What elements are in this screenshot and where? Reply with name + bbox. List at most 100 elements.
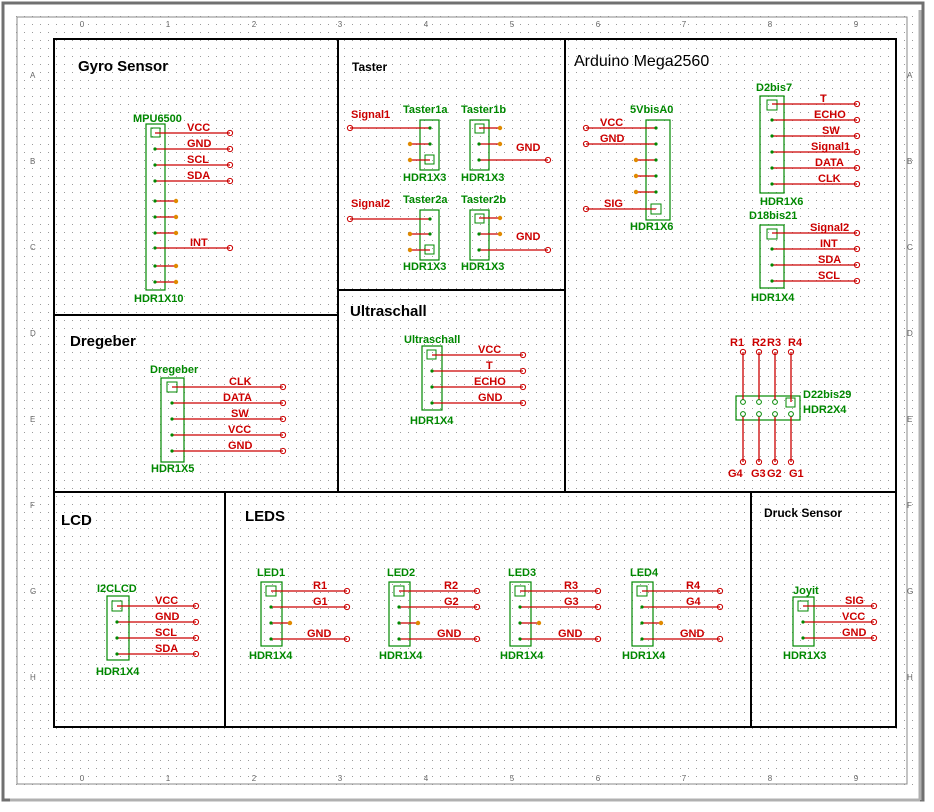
part-led1[interactable]: LED1 HDR1X4 R1 G1 GND bbox=[249, 567, 351, 662]
pin-end bbox=[853, 245, 861, 253]
net-label: GND bbox=[516, 231, 541, 243]
pin-dot bbox=[415, 620, 421, 626]
net-label: VCC bbox=[842, 611, 865, 623]
pin-end bbox=[544, 246, 552, 254]
pin-end bbox=[853, 261, 861, 269]
connector-body bbox=[469, 209, 490, 261]
section-title-arduino: Arduino Mega2560 bbox=[574, 53, 709, 70]
pin-node bbox=[430, 385, 434, 389]
part-led4[interactable]: LED4 HDR1X4 R4 G4 GND bbox=[622, 567, 724, 662]
part-ref: 5VbisA0 bbox=[630, 104, 673, 116]
pin-pad bbox=[740, 399, 746, 405]
pin1-marker bbox=[766, 99, 778, 111]
connector-body bbox=[106, 595, 130, 661]
part-mpu6500[interactable]: MPU6500 HDR1X10 bbox=[133, 113, 234, 305]
pin-end bbox=[771, 348, 779, 356]
net-label: Signal2 bbox=[810, 222, 849, 234]
pin-end bbox=[519, 399, 527, 407]
ruler-col-label: 0 bbox=[80, 20, 85, 29]
ruler-col-label: 7 bbox=[682, 774, 687, 783]
ruler-row-label: E bbox=[907, 415, 912, 424]
part-5vbisa0[interactable]: 5VbisA0 HDR1X6 VCC GND SIG bbox=[582, 104, 673, 233]
part-ref: LED3 bbox=[508, 567, 536, 579]
net-label: SW bbox=[231, 408, 249, 420]
net-label: SCL bbox=[818, 270, 840, 282]
part-d22bis29[interactable]: D22bis29 HDR2X4 R1 R2 bbox=[728, 337, 851, 480]
pin-end bbox=[594, 635, 602, 643]
pin-node bbox=[770, 166, 774, 170]
net-label: GND bbox=[842, 627, 867, 639]
pin-node bbox=[770, 247, 774, 251]
pin-node bbox=[654, 142, 658, 146]
net-label: VCC bbox=[155, 595, 178, 607]
part-taster1a[interactable]: Taster1a HDR1X3 Signal1 bbox=[346, 104, 448, 184]
section-title-lcd: LCD bbox=[61, 512, 92, 529]
ruler-row-label: D bbox=[30, 329, 36, 338]
part-i2clcd[interactable]: I2CLCD HDR1X4 VCC GND SCL SDA bbox=[96, 583, 200, 678]
part-ref: I2CLCD bbox=[97, 583, 137, 595]
part-taster2a[interactable]: Taster2a HDR1X3 Signal2 bbox=[346, 194, 448, 273]
net-label: SIG bbox=[604, 198, 623, 210]
pin-end bbox=[279, 383, 287, 391]
part-ref: LED1 bbox=[257, 567, 285, 579]
pin-end bbox=[544, 156, 552, 164]
part-dregeber[interactable]: Dregeber HDR1X5 CLK DATA SW VCC GND bbox=[150, 364, 287, 475]
ruler-col-label: 0 bbox=[80, 774, 85, 783]
pin-node bbox=[153, 246, 157, 250]
net-label: G1 bbox=[313, 596, 328, 608]
pin-node bbox=[428, 126, 432, 130]
net-label: R2 bbox=[444, 580, 458, 592]
pin-end bbox=[755, 458, 763, 466]
part-ref: Taster2a bbox=[403, 194, 448, 206]
connector-body bbox=[469, 119, 490, 171]
section-title-dregeber: Dregeber bbox=[70, 333, 136, 350]
pin-dot bbox=[633, 189, 639, 195]
part-taster2b[interactable]: Taster2b HDR1X3 GND bbox=[461, 194, 552, 273]
pin-end bbox=[853, 277, 861, 285]
ruler-row-label: E bbox=[30, 415, 35, 424]
pin-end bbox=[594, 603, 602, 611]
part-d18bis21[interactable]: D18bis21 HDR1X4 Signal2 INT SDA SCL bbox=[749, 210, 861, 304]
connector-body bbox=[631, 581, 654, 647]
net-label: R3 bbox=[564, 580, 578, 592]
part-ultraschall[interactable]: Ultraschall HDR1X4 VCC T ECHO GND bbox=[404, 334, 527, 427]
part-ref: D18bis21 bbox=[749, 210, 797, 222]
net-label: SIG bbox=[845, 595, 864, 607]
pin-node bbox=[428, 232, 432, 236]
ruler-col-label: 2 bbox=[252, 774, 257, 783]
net-label: R4 bbox=[686, 580, 701, 592]
ruler-row-label: B bbox=[30, 157, 35, 166]
connector-body bbox=[759, 224, 785, 289]
pin-end bbox=[279, 447, 287, 455]
pin-end bbox=[226, 129, 234, 137]
part-led3[interactable]: LED3 HDR1X4 R3 G3 GND bbox=[500, 567, 602, 662]
part-d2bis7[interactable]: D2bis7 HDR1X6 T ECHO SW Signal1 bbox=[756, 82, 861, 208]
pin-dot bbox=[658, 620, 664, 626]
ruler-row-label: C bbox=[907, 243, 913, 252]
net-label: SDA bbox=[155, 643, 178, 655]
pin-end bbox=[870, 634, 878, 642]
pin-end bbox=[192, 634, 200, 642]
net-label: GND bbox=[516, 142, 541, 154]
pin-node bbox=[153, 163, 157, 167]
net-label: VCC bbox=[187, 122, 210, 134]
ruler-col-label: 5 bbox=[510, 774, 515, 783]
part-value: HDR1X3 bbox=[461, 172, 504, 184]
pin-end bbox=[716, 587, 724, 595]
pin-dot bbox=[497, 215, 503, 221]
pin-end bbox=[739, 348, 747, 356]
section-title-taster: Taster bbox=[352, 60, 387, 74]
pin-node bbox=[801, 620, 805, 624]
pin-node bbox=[430, 369, 434, 373]
pin-end bbox=[853, 116, 861, 124]
part-taster1b[interactable]: Taster1b HDR1X3 GND bbox=[461, 104, 552, 184]
net-label: GND bbox=[307, 628, 332, 640]
ruler-col-label: 1 bbox=[166, 774, 171, 783]
pin-node bbox=[518, 621, 522, 625]
part-joyit[interactable]: Joyit HDR1X3 SIG VCC GND bbox=[783, 585, 878, 662]
part-led2[interactable]: LED2 HDR1X4 R2 G2 GND bbox=[379, 567, 481, 662]
pin-end bbox=[582, 124, 590, 132]
net-label: VCC bbox=[228, 424, 251, 436]
pin-pad bbox=[772, 411, 778, 417]
